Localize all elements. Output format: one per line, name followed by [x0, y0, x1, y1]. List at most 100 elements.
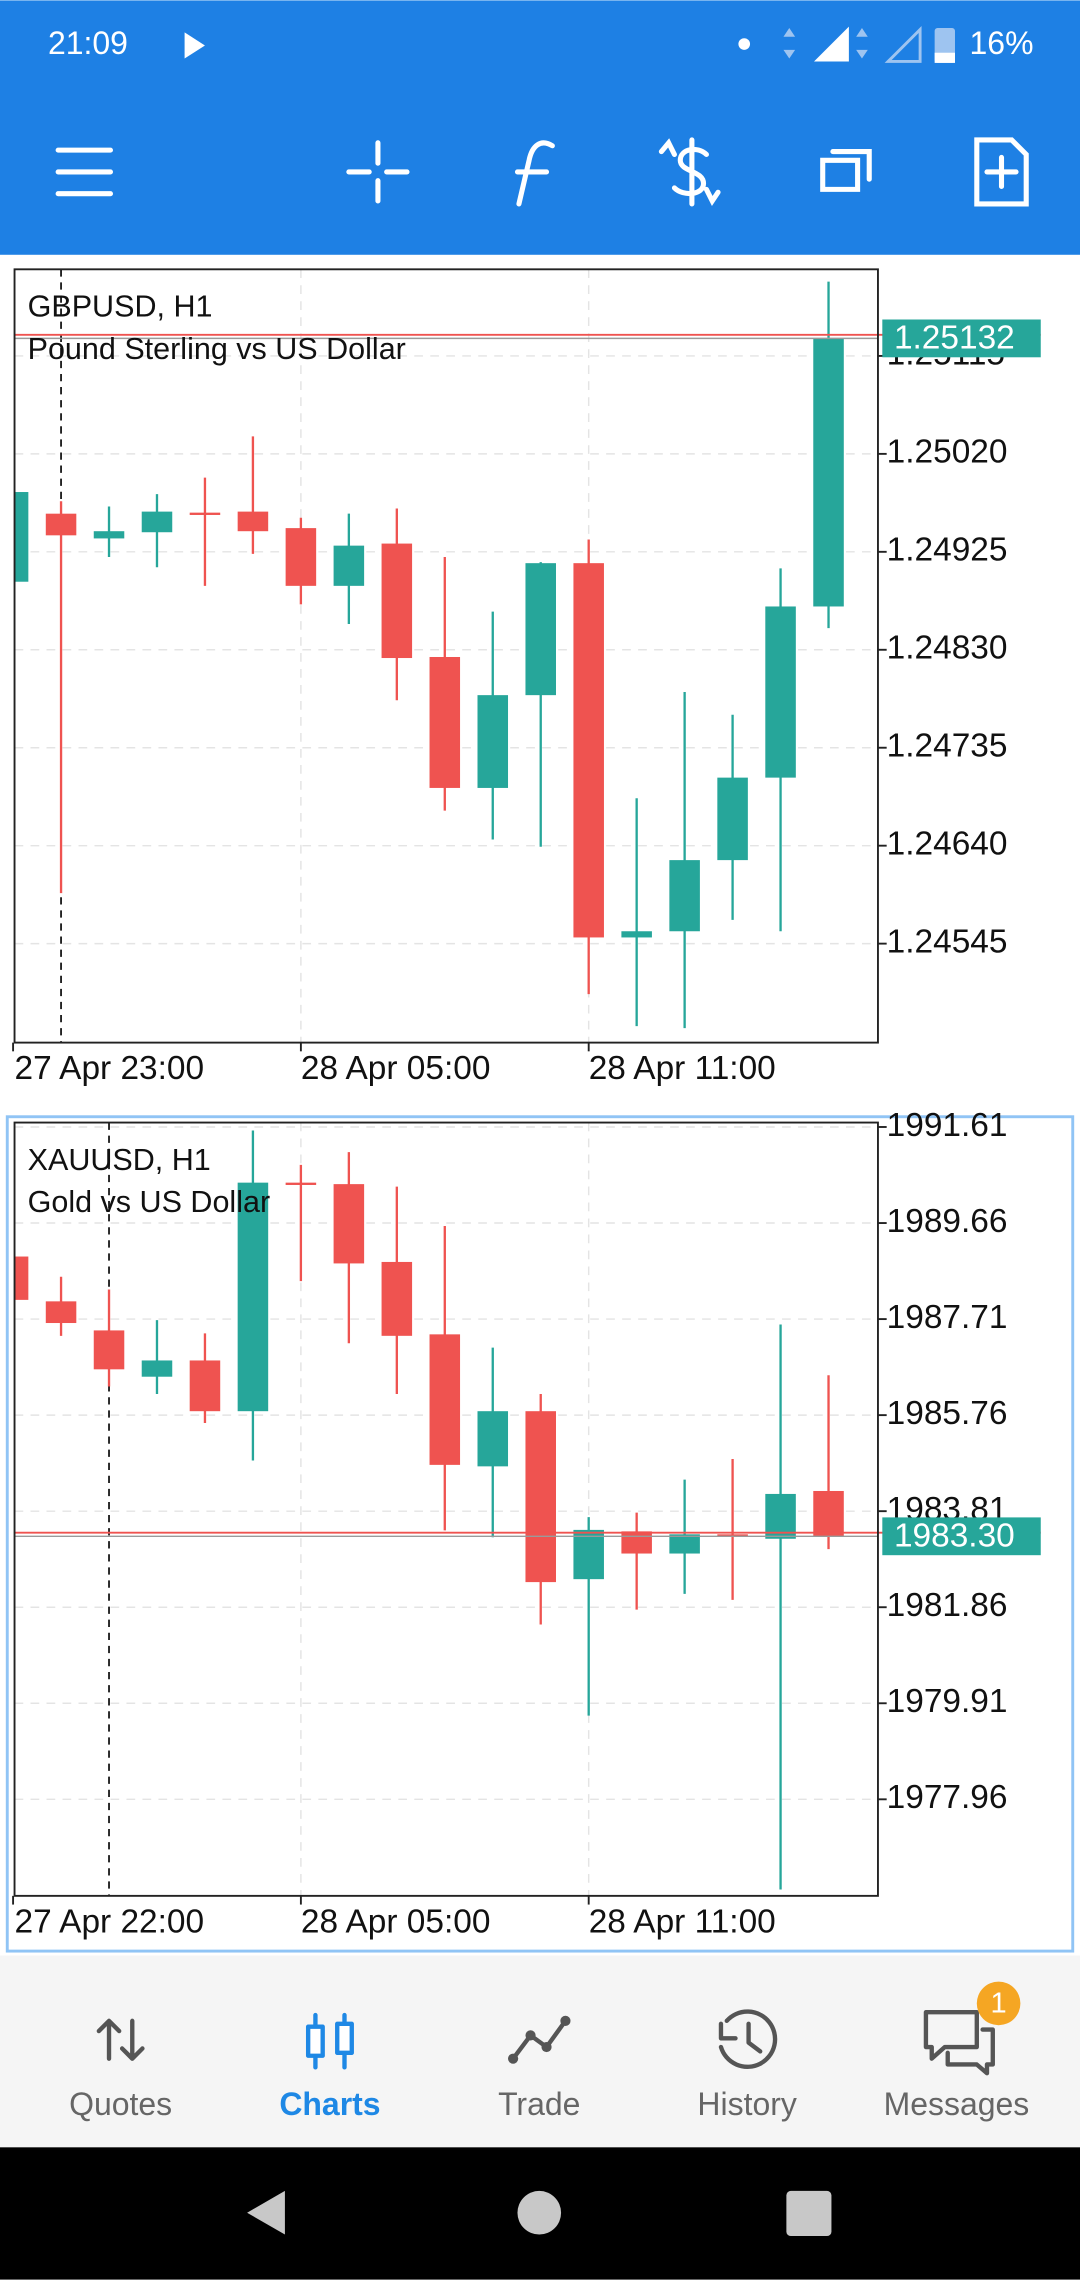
candle-body — [477, 695, 509, 788]
nav-label[interactable]: Charts — [279, 2086, 380, 2122]
y-tick-label: 1.24830 — [887, 630, 1008, 667]
candle-body — [381, 1261, 413, 1336]
price-label-bg — [882, 319, 1041, 358]
candle-body — [333, 1184, 365, 1264]
candle-body — [429, 656, 461, 788]
recents-button[interactable] — [786, 2190, 832, 2236]
history-icon[interactable] — [718, 2009, 778, 2069]
candle-body — [189, 512, 221, 515]
candle-body — [717, 1534, 748, 1537]
candle-body — [765, 606, 796, 778]
price-label: 1983.30 — [894, 1518, 1015, 1555]
candle-body — [477, 1411, 509, 1467]
candle-body — [765, 1493, 796, 1539]
charts-icon-body — [305, 2024, 325, 2058]
plot-frame — [13, 268, 879, 1044]
chart-subtitle: Gold vs US Dollar — [28, 1185, 271, 1219]
signal-icon — [884, 25, 922, 63]
x-tick-label: 28 Apr 11:00 — [589, 1903, 776, 1940]
candle-body — [285, 1182, 317, 1185]
candle-body — [141, 511, 173, 533]
active-chart-frame — [5, 1115, 1075, 1953]
windows-button[interactable] — [820, 149, 872, 192]
battery-level — [934, 52, 955, 63]
x-tick-label: 28 Apr 11:00 — [589, 1050, 776, 1087]
y-tick-label: 1991.61 — [887, 1107, 1008, 1144]
charts-icon-body — [335, 2021, 354, 2056]
quotes-icon[interactable] — [96, 2018, 145, 2061]
candle-body — [573, 1529, 604, 1580]
gbpusd-chart[interactable]: 1.24545 1.24640 1.24735 1.24830 1.24925 1.250… — [0, 268, 1041, 1087]
back-button[interactable] — [247, 2190, 285, 2235]
chart-subtitle: Pound Sterling vs US Dollar — [28, 332, 406, 366]
indicators-button[interactable] — [514, 140, 555, 207]
candle-body — [621, 931, 652, 938]
candle-body — [669, 860, 700, 932]
app-header — [0, 0, 1080, 255]
bottom-nav — [0, 1955, 1080, 2148]
data-icon — [783, 28, 796, 59]
y-tick-label: 1.24545 — [887, 923, 1008, 960]
trade-icon-dot — [560, 2015, 571, 2026]
menu-button[interactable] — [55, 147, 114, 197]
candle-body — [189, 1360, 221, 1412]
candle-body — [621, 1531, 652, 1554]
x-tick-label: 27 Apr 23:00 — [15, 1050, 205, 1087]
plot-frame — [13, 1121, 879, 1897]
message-badge — [976, 1981, 1021, 2026]
y-tick-label: 1979.91 — [887, 1683, 1008, 1720]
x-tick-label: 28 Apr 05:00 — [301, 1050, 491, 1087]
status-battery: 16% — [970, 25, 1034, 61]
candle-body — [14, 1256, 29, 1300]
candle-body — [237, 511, 269, 532]
y-tick-label: 1.24640 — [887, 826, 1008, 863]
y-tick-label: 1977.96 — [887, 1779, 1008, 1816]
candle-body — [93, 531, 125, 539]
nav-label[interactable]: Messages — [884, 2086, 1030, 2122]
y-tick-label: 1.25020 — [887, 434, 1008, 471]
badge-count: 1 — [991, 1988, 1007, 2020]
candle-body — [45, 1301, 77, 1324]
y-tick-label: 1985.76 — [887, 1395, 1008, 1432]
candle-body — [813, 1490, 844, 1537]
nav-label[interactable]: History — [697, 2086, 796, 2122]
candle-body — [717, 777, 748, 861]
candle-body — [381, 543, 413, 659]
toolbar — [55, 137, 1029, 207]
nav-label[interactable]: Trade — [498, 2086, 580, 2122]
y-tick-label: 1.24735 — [887, 728, 1008, 765]
candle-body — [573, 563, 604, 938]
data-icon — [856, 28, 868, 59]
candle-body — [429, 1334, 461, 1465]
trade-icon[interactable] — [510, 2018, 568, 2061]
plot-area — [14, 1122, 878, 1896]
chart-title: GBPUSD, H1 — [28, 290, 213, 324]
play-icon — [184, 32, 205, 59]
plot-area — [14, 269, 878, 1043]
x-tick-label: 28 Apr 05:00 — [301, 1903, 491, 1940]
candle-body — [14, 492, 29, 582]
candle-body — [141, 1360, 173, 1377]
candle-body — [333, 545, 365, 586]
y-tick-label: 1989.66 — [887, 1203, 1008, 1240]
nav-icons — [96, 2009, 995, 2076]
new-order-button[interactable] — [974, 137, 1029, 207]
candle-body — [93, 1330, 125, 1370]
trade-icon-dot — [508, 2053, 519, 2064]
y-tick-label: 1987.71 — [887, 1299, 1008, 1336]
x-tick-label: 27 Apr 22:00 — [15, 1903, 205, 1940]
price-label-bg — [882, 1517, 1041, 1556]
nav-label[interactable]: Quotes — [69, 2086, 172, 2122]
crosshair-button[interactable] — [346, 140, 410, 204]
messages-icon[interactable] — [923, 2009, 995, 2076]
candle-body — [237, 1182, 269, 1412]
trade-button[interactable] — [658, 137, 721, 207]
trade-icon-dot — [525, 2030, 536, 2041]
candle-body — [525, 1411, 556, 1583]
status-dot — [738, 38, 751, 50]
candle-body — [525, 563, 556, 696]
y-tick-label: 1981.86 — [887, 1587, 1008, 1624]
home-button[interactable] — [517, 2190, 562, 2235]
xauusd-chart[interactable]: 1977.961979.911981.861983.811985.761987.… — [0, 1107, 1041, 1940]
